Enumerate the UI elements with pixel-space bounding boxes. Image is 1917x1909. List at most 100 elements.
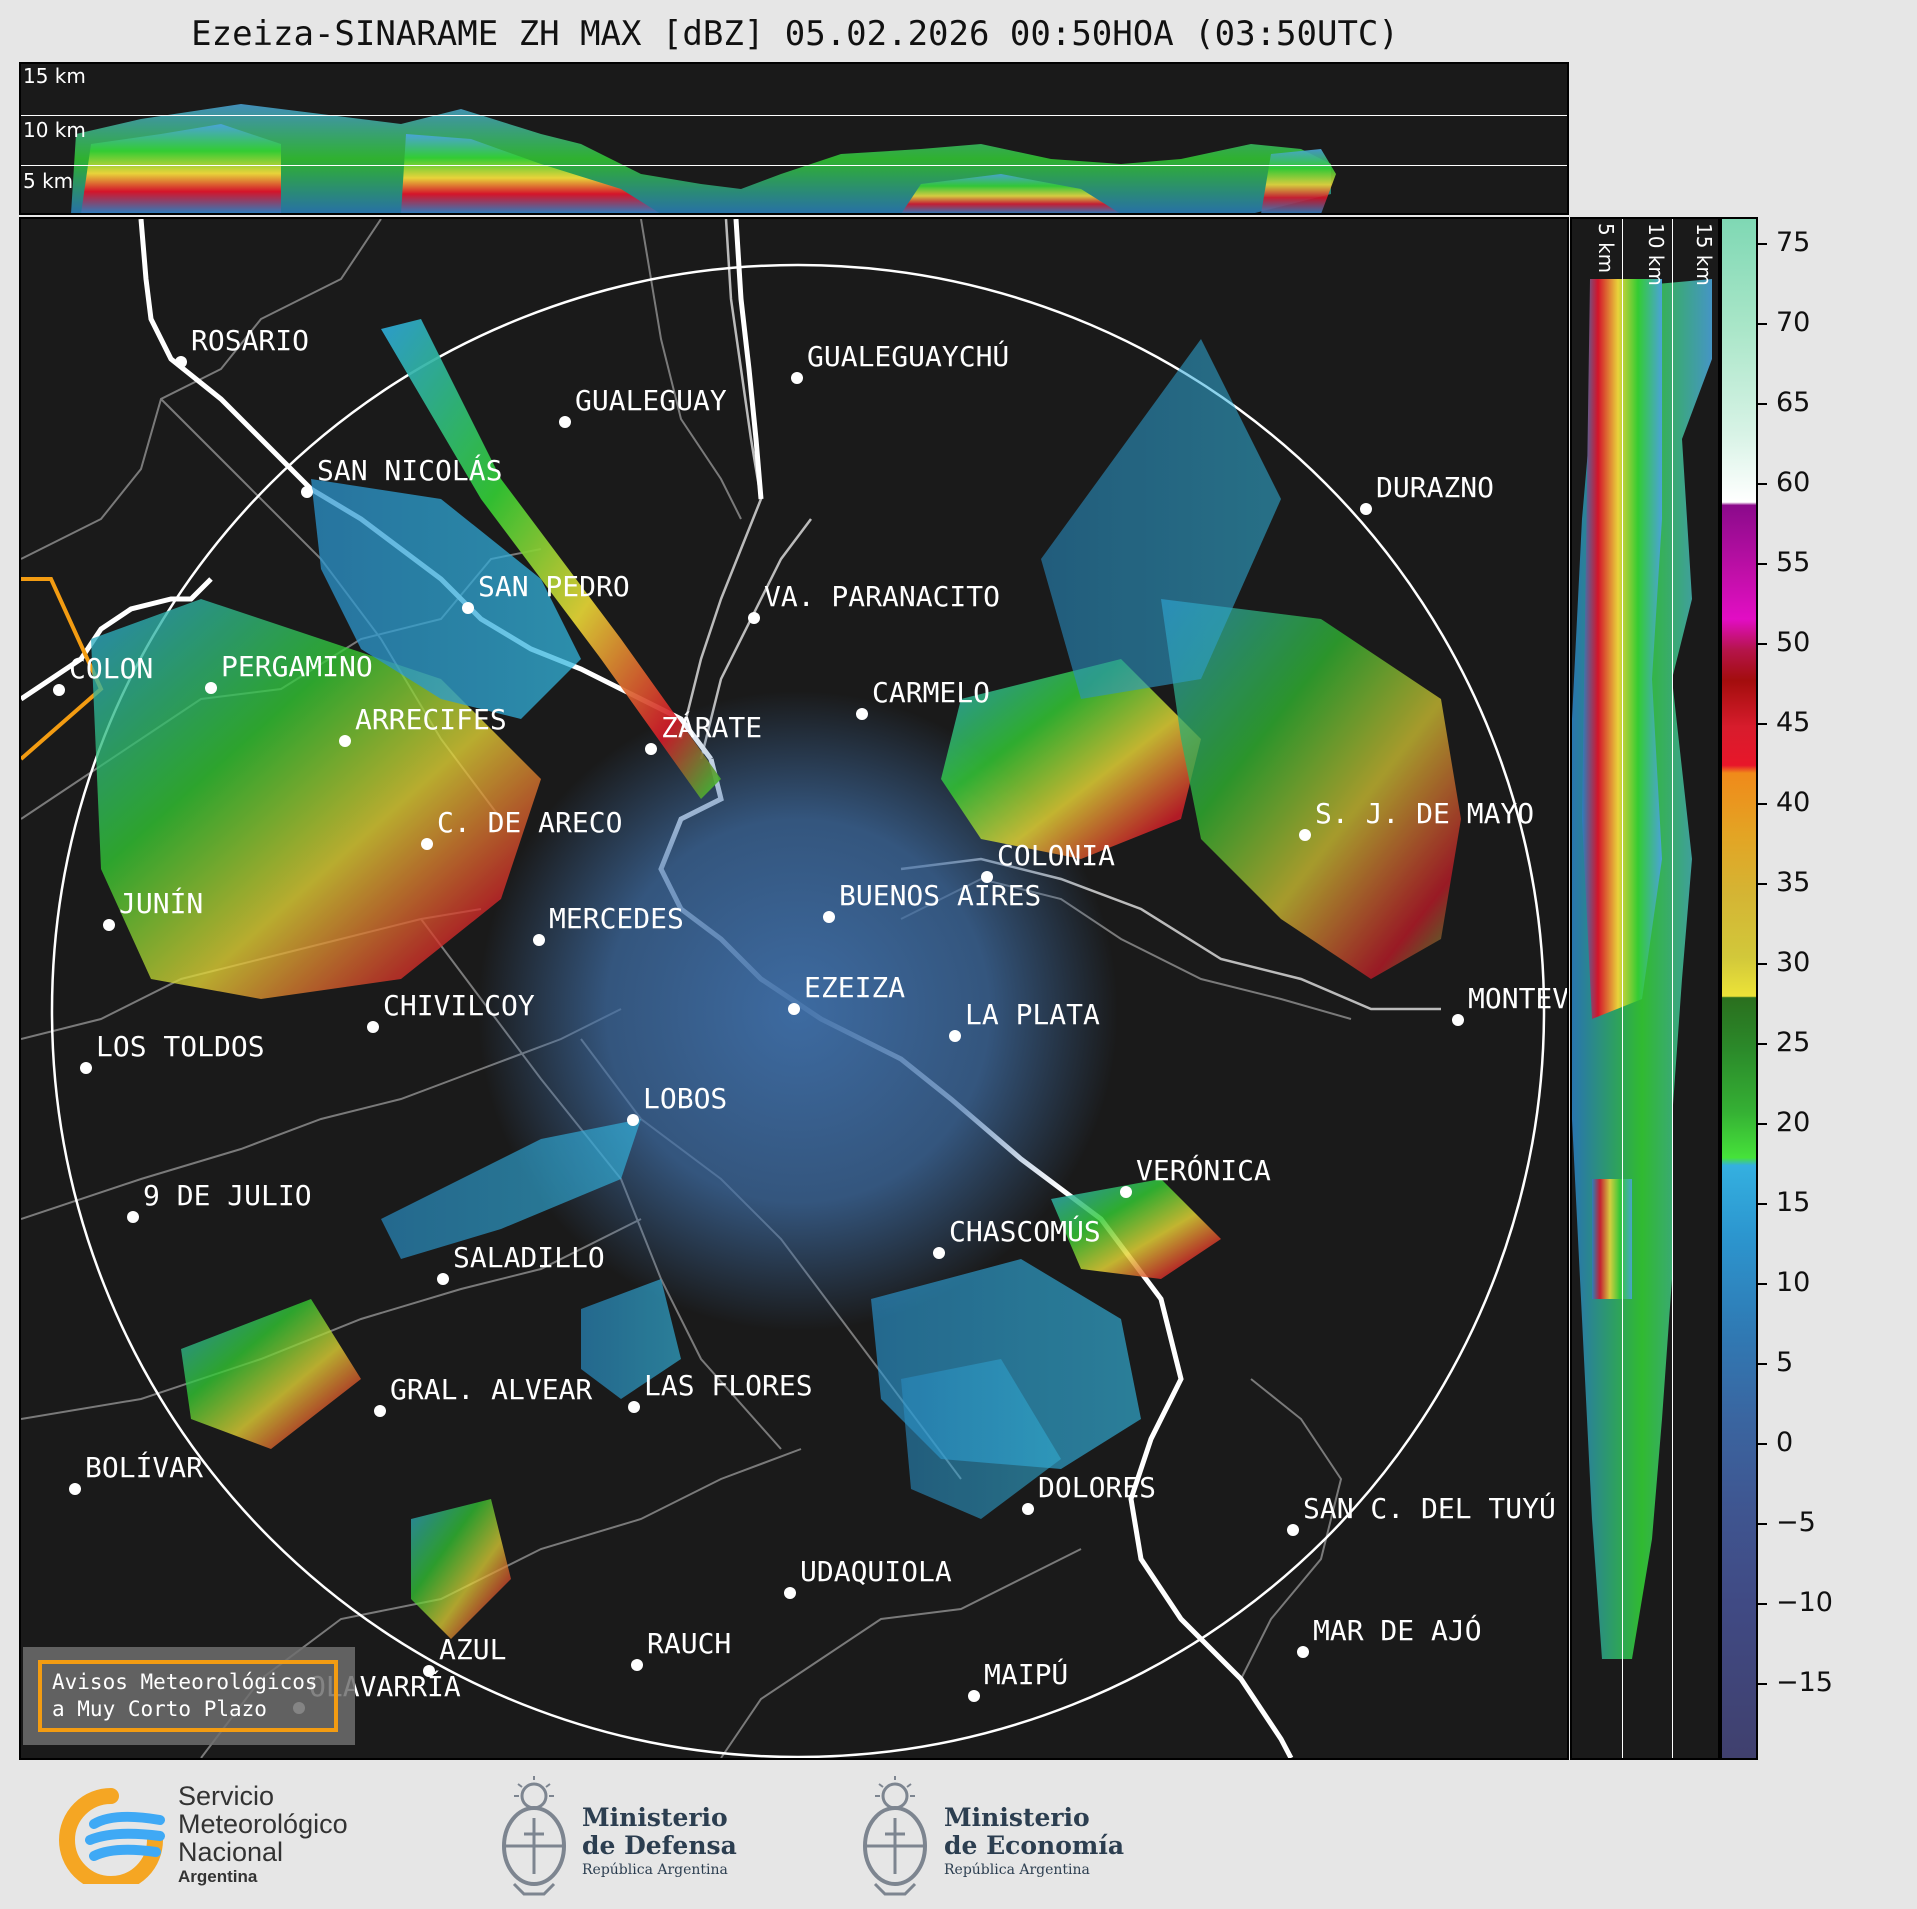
- city-label: RAUCH: [647, 1627, 732, 1660]
- city-label: SAN C. DEL TUYÚ: [1303, 1492, 1556, 1525]
- city-label: COLON: [69, 652, 154, 685]
- warning-polygon: [21, 577, 104, 761]
- altitude-line-10km: [21, 115, 1567, 116]
- city-marker-icon: [1022, 1503, 1034, 1515]
- altitude-label-5km-vertical: 5 km: [1594, 223, 1618, 274]
- city-marker-icon: [421, 838, 433, 850]
- city-label: LAS FLORES: [644, 1369, 813, 1402]
- defensa-logo-text: Ministerio de Defensa República Argentin…: [582, 1803, 737, 1879]
- city-marker-icon: [784, 1587, 796, 1599]
- city-marker-icon: [1297, 1646, 1309, 1658]
- city-marker-icon: [933, 1247, 945, 1259]
- city-label: LA PLATA: [965, 998, 1100, 1031]
- city-marker-icon: [1120, 1186, 1132, 1198]
- altitude-label-15km-vertical: 15 km: [1692, 223, 1716, 286]
- city-label: LOS TOLDOS: [96, 1030, 265, 1063]
- city-marker-icon: [1287, 1524, 1299, 1536]
- city-marker-icon: [53, 684, 65, 696]
- city-label: ZÁRATE: [661, 711, 763, 744]
- city-label: VERÓNICA: [1136, 1154, 1271, 1187]
- city-label: BUENOS AIRES: [839, 879, 1042, 912]
- city-label: DOLORES: [1038, 1471, 1157, 1504]
- city-label: CARMELO: [872, 676, 991, 709]
- colorbar-gradient: [1722, 219, 1756, 1758]
- alerts-button-container: Avisos Meteorológicos a Muy Corto Plazo: [23, 1647, 355, 1745]
- city-marker-icon: [823, 911, 835, 923]
- city-marker-icon: [423, 1665, 435, 1677]
- city-label: CHASCOMÚS: [949, 1215, 1101, 1248]
- smn-logo-text: Servicio Meteorológico Nacional Argentin…: [178, 1781, 348, 1886]
- radar-map-svg: [21, 219, 1546, 1758]
- city-label: UDAQUIOLA: [800, 1555, 952, 1588]
- national-shield-icon: [494, 1774, 574, 1898]
- city-marker-icon: [788, 1003, 800, 1015]
- city-label: C. DE ARECO: [437, 806, 623, 839]
- economia-logo-text: Ministerio de Economía República Argenti…: [944, 1803, 1125, 1879]
- city-marker-icon: [127, 1211, 139, 1223]
- national-shield-icon: [855, 1774, 935, 1898]
- city-marker-icon: [627, 1114, 639, 1126]
- city-label: VA. PARANACITO: [764, 580, 1001, 613]
- city-label: BOLÍVAR: [85, 1451, 204, 1484]
- top-altitude-profile: 15 km 10 km 5 km: [19, 62, 1569, 215]
- city-label: SAN NICOLÁS: [317, 454, 503, 487]
- city-label: COLONIA: [997, 839, 1116, 872]
- range-ring: [50, 263, 1546, 1758]
- city-label: LOBOS: [643, 1082, 728, 1115]
- city-label: GUALEGUAYCHÚ: [807, 340, 1010, 373]
- city-marker-icon: [374, 1405, 386, 1417]
- city-marker-icon: [856, 708, 868, 720]
- city-marker-icon: [1452, 1014, 1464, 1026]
- city-marker-icon: [791, 372, 803, 384]
- city-label: PERGAMINO: [221, 650, 373, 683]
- city-label: MONTEVIDEO: [1468, 982, 1569, 1015]
- city-marker-icon: [631, 1659, 643, 1671]
- city-label: 9 DE JULIO: [143, 1179, 312, 1212]
- city-marker-icon: [968, 1690, 980, 1702]
- altitude-line-5km: [21, 165, 1567, 166]
- city-marker-icon: [103, 919, 115, 931]
- city-marker-icon: [981, 871, 993, 883]
- city-label: EZEIZA: [804, 971, 906, 1004]
- city-marker-icon: [1360, 503, 1372, 515]
- alerts-line-1: Avisos Meteorológicos: [52, 1670, 318, 1694]
- city-label: ROSARIO: [191, 324, 310, 357]
- city-marker-icon: [339, 735, 351, 747]
- altitude-label-10km-vertical: 10 km: [1644, 223, 1668, 286]
- precipitation-echoes: [91, 319, 1461, 1639]
- city-marker-icon: [175, 356, 187, 368]
- city-label: JUNÍN: [119, 887, 204, 920]
- alerts-line-2: a Muy Corto Plazo: [52, 1697, 267, 1721]
- smn-logo-icon[interactable]: [56, 1788, 166, 1892]
- city-marker-icon: [367, 1021, 379, 1033]
- city-marker-icon: [1299, 829, 1311, 841]
- colorbar-ticks: 75 70 65 60 55 50 45 40 35 30 25 20 15 1…: [1758, 217, 1878, 1760]
- city-marker-icon: [205, 682, 217, 694]
- side-altitude-profile: 5 km 10 km 15 km: [1570, 217, 1720, 1760]
- radar-map: ROSARIO GUALEGUAYCHÚ GUALEGUAY SAN NICOL…: [19, 217, 1569, 1760]
- city-label: SAN PEDRO: [478, 570, 630, 603]
- chart-title: Ezeiza-SINARAME ZH MAX [dBZ] 05.02.2026 …: [191, 14, 1399, 54]
- city-marker-icon: [628, 1401, 640, 1413]
- city-label: ARRECIFES: [355, 703, 507, 736]
- altitude-label-15km: 15 km: [23, 64, 86, 88]
- altitude-line-5km-vertical: [1622, 219, 1623, 1758]
- city-label: MERCEDES: [549, 902, 684, 935]
- city-label: AZUL: [439, 1633, 507, 1666]
- city-label: S. J. DE MAYO: [1315, 797, 1535, 830]
- alerts-button[interactable]: Avisos Meteorológicos a Muy Corto Plazo: [38, 1660, 338, 1732]
- city-marker-icon: [533, 934, 545, 946]
- altitude-line-10km-vertical: [1672, 219, 1673, 1758]
- city-marker-icon: [645, 743, 657, 755]
- city-label: MAR DE AJÓ: [1313, 1614, 1482, 1647]
- city-label: DURAZNO: [1376, 471, 1495, 504]
- city-label: SALADILLO: [453, 1241, 605, 1274]
- altitude-label-5km: 5 km: [23, 169, 74, 193]
- side-profile-echoes: [1572, 279, 1712, 1659]
- top-profile-echoes: [71, 104, 1336, 213]
- city-marker-icon: [69, 1483, 81, 1495]
- city-label: MAIPÚ: [984, 1658, 1069, 1691]
- city-marker-icon: [748, 612, 760, 624]
- city-marker-icon: [462, 602, 474, 614]
- city-marker-icon: [949, 1030, 961, 1042]
